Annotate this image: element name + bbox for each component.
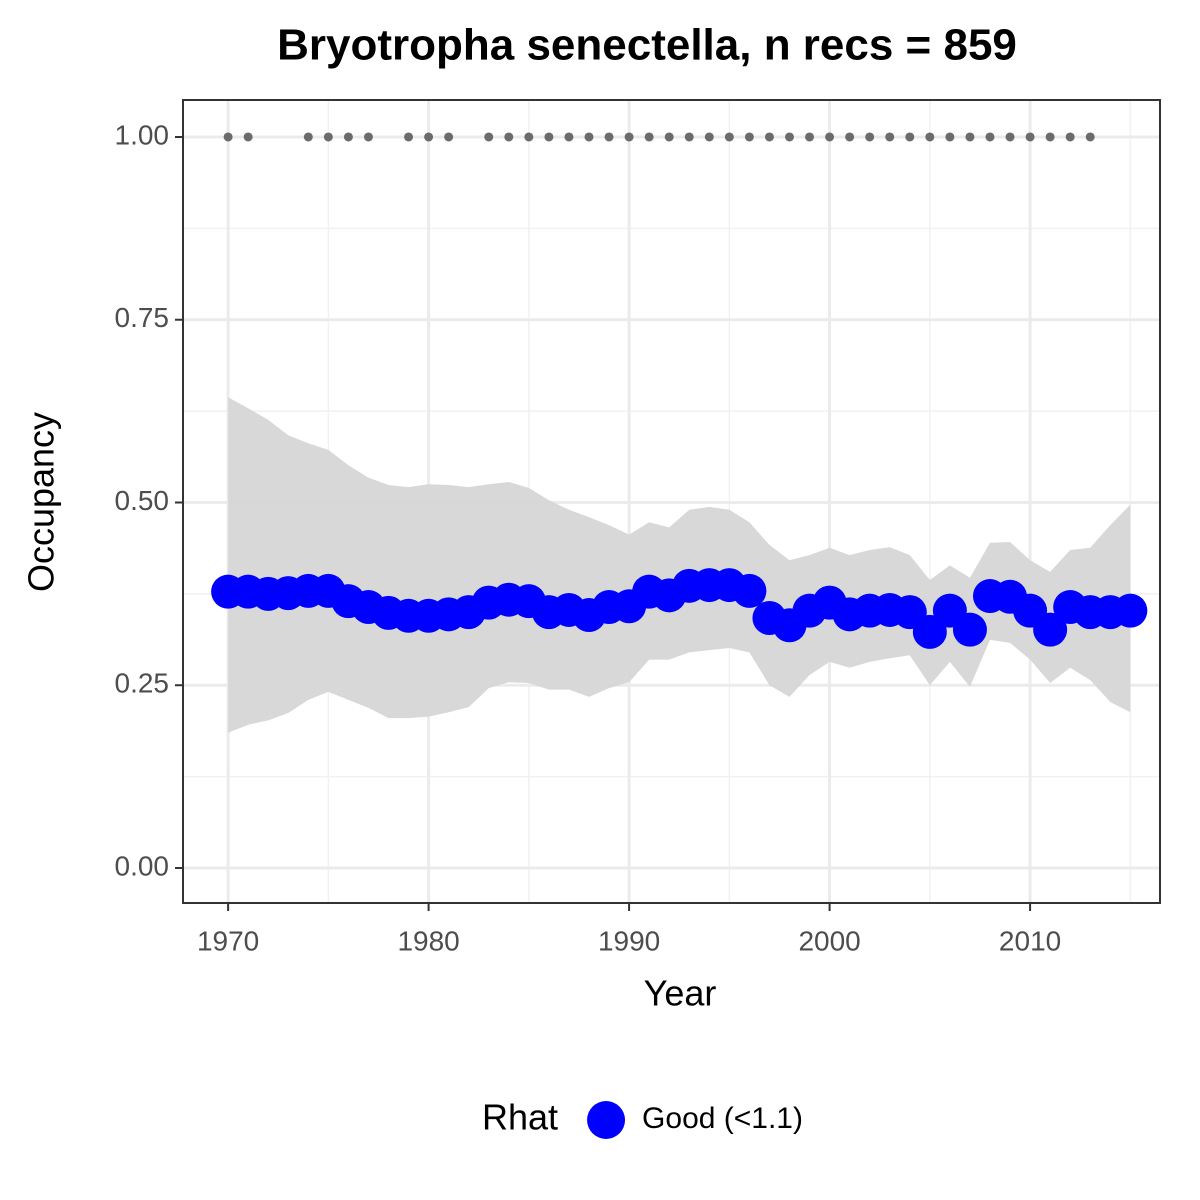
record-point (945, 132, 955, 142)
record-point (985, 132, 995, 142)
record-point (724, 132, 734, 142)
y-axis-title: Occupancy (21, 412, 62, 592)
record-point (885, 132, 895, 142)
x-tick-label: 2010 (999, 925, 1061, 956)
record-point (1085, 132, 1095, 142)
record-point (624, 132, 634, 142)
y-tick-label: 1.00 (115, 119, 170, 150)
record-point (784, 132, 794, 142)
y-tick-label: 0.25 (115, 668, 170, 699)
record-point (303, 132, 313, 142)
record-point (604, 132, 614, 142)
record-point (925, 132, 935, 142)
x-tick-label: 1970 (197, 925, 259, 956)
occupancy-point (1113, 593, 1148, 628)
record-point (444, 132, 454, 142)
y-tick-label: 0.50 (115, 485, 170, 516)
record-point (524, 132, 534, 142)
y-tick-label: 0.75 (115, 302, 170, 333)
record-point (825, 132, 835, 142)
record-point (544, 132, 554, 142)
x-axis-title: Year (644, 973, 717, 1014)
legend-label: Good (<1.1) (642, 1102, 803, 1135)
occupancy-point (912, 614, 947, 649)
record-point (744, 132, 754, 142)
x-tick-label: 1980 (397, 925, 459, 956)
record-point (1005, 132, 1015, 142)
record-point (584, 132, 594, 142)
record-point (404, 132, 414, 142)
record-point (424, 132, 434, 142)
record-point (905, 132, 915, 142)
record-point (805, 132, 815, 142)
record-point (664, 132, 674, 142)
record-point (684, 132, 694, 142)
record-point (564, 132, 574, 142)
confidence-ribbon (228, 397, 1131, 733)
record-point (243, 132, 253, 142)
record-point (1025, 132, 1035, 142)
record-point (223, 132, 233, 142)
record-point (704, 132, 714, 142)
chart-title: Bryotropha senectella, n recs = 859 (277, 21, 1017, 70)
record-point (323, 132, 333, 142)
legend-title: Rhat (482, 1097, 558, 1138)
record-point (865, 132, 875, 142)
legend-swatch (587, 1101, 626, 1139)
occupancy-point (1033, 612, 1068, 647)
record-point (764, 132, 774, 142)
occupancy-point (732, 573, 767, 608)
record-point (504, 132, 514, 142)
occupancy-point (952, 612, 987, 647)
panel-border (182, 99, 1161, 904)
record-point (1045, 132, 1055, 142)
y-tick-label: 0.00 (115, 850, 170, 881)
record-point (343, 132, 353, 142)
record-point (965, 132, 975, 142)
record-point (1065, 132, 1075, 142)
record-point (484, 132, 494, 142)
record-point (363, 132, 373, 142)
x-tick-label: 2000 (798, 925, 860, 956)
record-point (845, 132, 855, 142)
record-point (644, 132, 654, 142)
x-tick-label: 1990 (598, 925, 660, 956)
